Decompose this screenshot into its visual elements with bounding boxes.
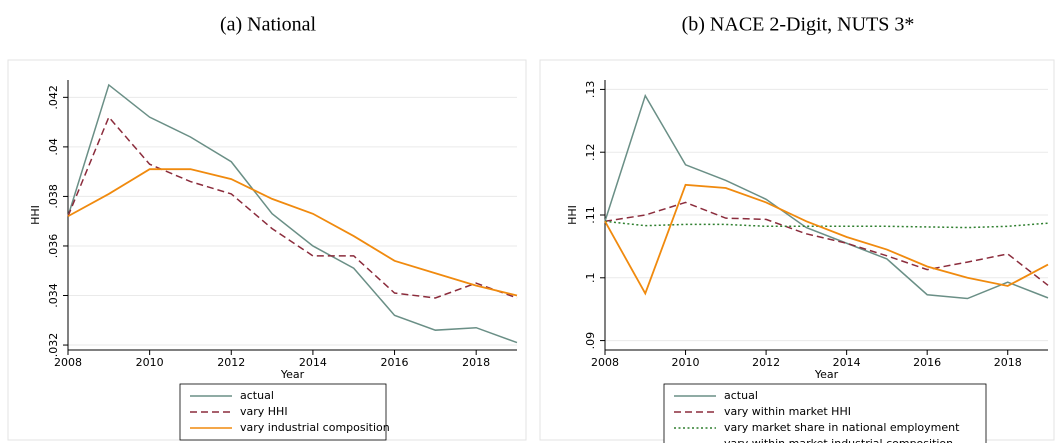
y-tick-label: .12 xyxy=(584,143,597,161)
y-tick-label: .1 xyxy=(584,273,597,284)
y-axis-label: HHI xyxy=(566,205,579,225)
x-tick-label: 2018 xyxy=(994,356,1022,369)
x-tick-label: 2010 xyxy=(136,356,164,369)
legend-label: vary within market HHI xyxy=(724,405,851,418)
x-tick-label: 2012 xyxy=(752,356,780,369)
legend-label: vary market share in national employment xyxy=(724,421,960,434)
y-tick-label: .11 xyxy=(584,206,597,224)
legend-label: vary industrial composition xyxy=(240,421,390,434)
x-tick-label: 2008 xyxy=(54,356,82,369)
y-tick-label: .034 xyxy=(47,283,60,308)
x-tick-label: 2016 xyxy=(913,356,941,369)
data-line xyxy=(604,93,1049,300)
chart-title: (a) National xyxy=(220,14,317,36)
y-tick-label: .038 xyxy=(47,184,60,209)
panel-frame xyxy=(539,59,1055,441)
x-tick-label: 2012 xyxy=(217,356,245,369)
y-tick-label: .09 xyxy=(584,332,597,350)
x-axis-label: Year xyxy=(814,368,839,381)
legend-label: vary HHI xyxy=(240,405,288,418)
data-line xyxy=(67,83,518,344)
panel-frame xyxy=(7,59,527,441)
x-tick-label: 2014 xyxy=(833,356,861,369)
x-axis-label: Year xyxy=(280,368,305,381)
x-tick-label: 2010 xyxy=(672,356,700,369)
y-tick-label: .042 xyxy=(47,85,60,110)
y-tick-label: .13 xyxy=(584,81,597,99)
y-axis-label: HHI xyxy=(29,205,42,225)
x-tick-label: 2014 xyxy=(299,356,327,369)
data-line xyxy=(67,168,518,297)
legend-label: vary within market industrial compositio… xyxy=(724,437,953,443)
legend-label: actual xyxy=(724,389,758,402)
x-tick-label: 2018 xyxy=(462,356,490,369)
data-line xyxy=(604,220,1049,229)
data-line xyxy=(604,183,1049,296)
x-tick-label: 2016 xyxy=(381,356,409,369)
data-line xyxy=(67,115,518,299)
y-tick-label: .032 xyxy=(47,333,60,358)
legend-box xyxy=(663,383,987,443)
y-tick-label: .036 xyxy=(47,234,60,259)
chart-title: (b) NACE 2-Digit, NUTS 3* xyxy=(682,14,915,36)
y-tick-label: .04 xyxy=(47,138,60,156)
x-tick-label: 2008 xyxy=(591,356,619,369)
legend-label: actual xyxy=(240,389,274,402)
